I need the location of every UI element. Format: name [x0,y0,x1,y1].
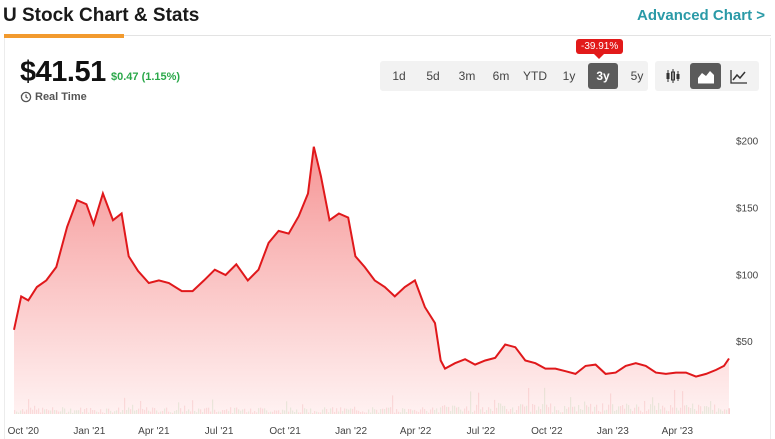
x-tick-label: Apr '21 [138,426,170,437]
y-tick-label: $50 [736,337,753,348]
range-button-1d[interactable]: 1d [392,69,406,83]
range-button-6m[interactable]: 6m [492,69,510,83]
realtime-label: Real Time [35,91,87,103]
time-range-selector: 1d 5d 3m 6m YTD 1y 3y 5y [380,61,648,91]
current-price: $41.51 [20,56,106,88]
advanced-chart-link[interactable]: Advanced Chart > [637,7,765,24]
x-tick-label: Apr '23 [662,426,694,437]
chart-header: U Stock Chart & Stats Advanced Chart > [0,0,775,36]
x-axis: Oct '20 Jan '21 Apr '21 Jul '21 Oct '21 Jan '… [8,426,694,437]
page-title: U Stock Chart & Stats [3,5,200,26]
range-button-3m[interactable]: 3m [458,69,476,83]
y-tick-label: $200 [736,137,759,148]
candlestick-button[interactable] [657,63,688,89]
active-section-indicator [4,34,124,38]
line-chart-button[interactable] [723,63,754,89]
price-area [14,146,729,414]
y-axis: $50 $100 $150 $200 [736,137,759,348]
range-button-ytd[interactable]: YTD [523,69,547,83]
x-tick-label: Jan '23 [597,426,629,437]
x-tick-label: Oct '21 [269,426,301,437]
chart-card [4,38,771,439]
x-tick-label: Jan '22 [335,426,367,437]
price-change: $0.47 (1.15%) [111,71,181,83]
range-button-3y[interactable]: 3y [588,63,618,89]
realtime-indicator: Real Time [20,91,87,103]
area-chart-icon [697,71,714,84]
clock-icon [20,91,32,103]
y-tick-label: $100 [736,270,759,281]
range-change-badge: -39.91% [576,39,624,59]
price-line [13,146,730,378]
x-tick-label: Jul '21 [205,426,234,437]
x-tick-label: Oct '22 [531,426,563,437]
line-chart-icon [729,70,747,84]
candlestick-icon [666,69,679,83]
range-button-5y[interactable]: 5y [630,69,644,83]
y-tick-label: $150 [736,204,759,215]
range-button-5d[interactable]: 5d [426,69,440,83]
x-tick-label: Apr '22 [400,426,432,437]
chart-type-selector [655,61,759,91]
x-tick-label: Jan '21 [73,426,105,437]
x-tick-label: Jul '22 [467,426,496,437]
divider [4,35,771,36]
x-tick-label: Oct '20 [8,426,40,437]
area-chart-button[interactable] [690,63,721,89]
range-button-1y[interactable]: 1y [562,69,576,83]
